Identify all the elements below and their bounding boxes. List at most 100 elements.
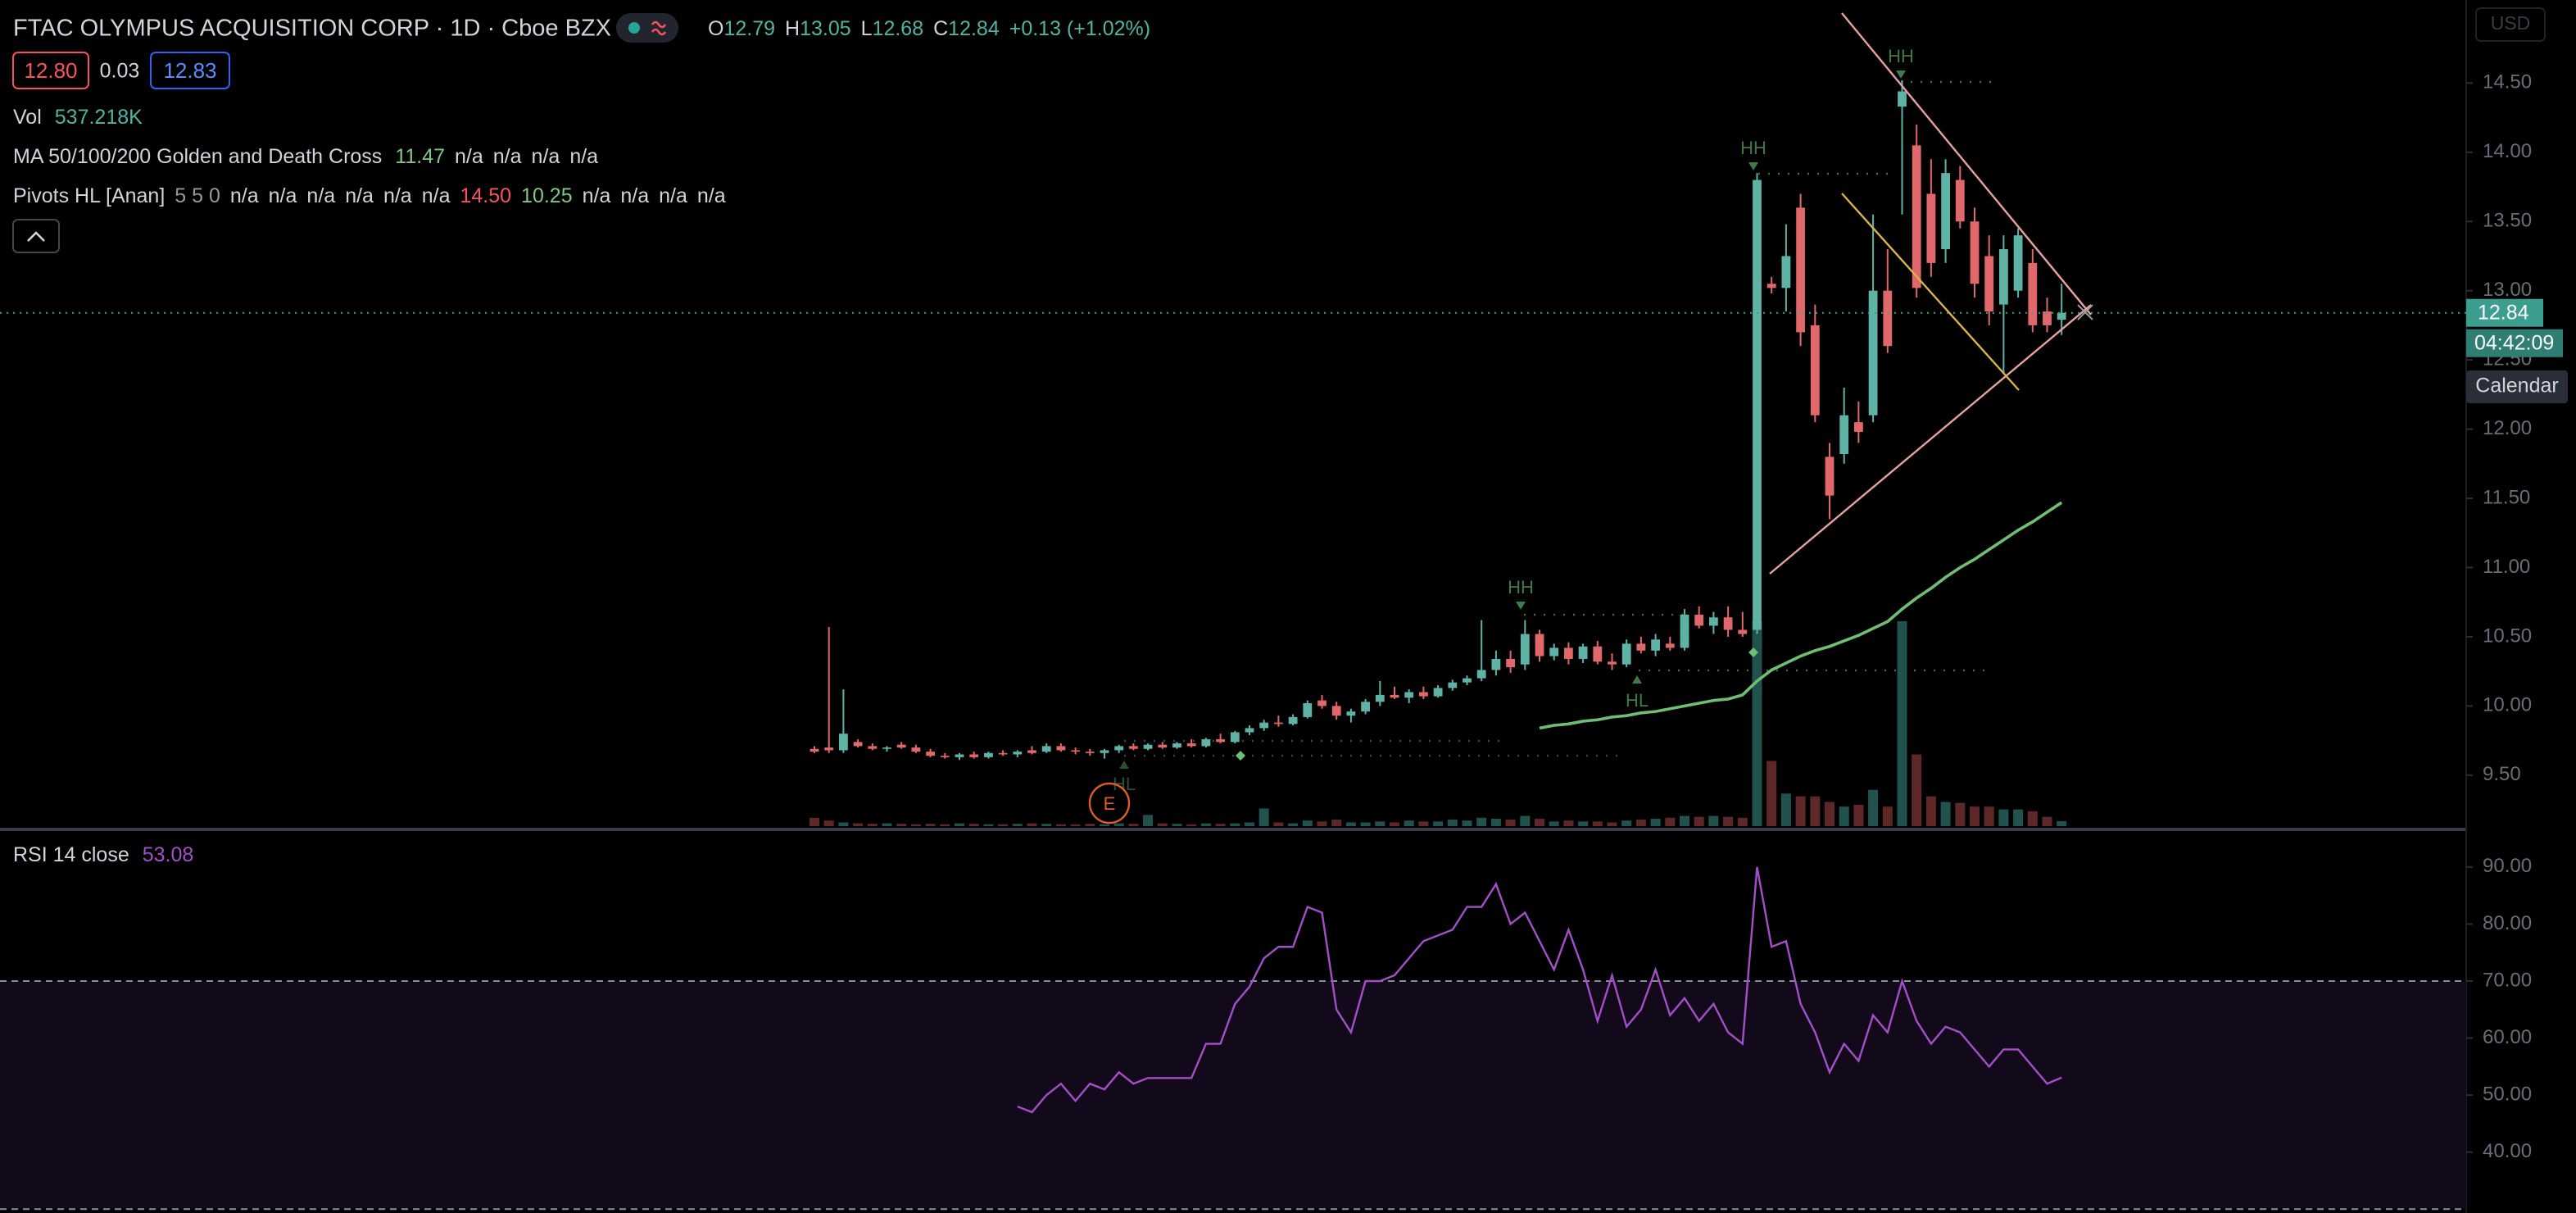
- legend-value: n/a: [620, 184, 649, 207]
- y-tick-label: 50.00: [2483, 1083, 2532, 1105]
- candle-body: [1753, 179, 1762, 630]
- volume-bar: [867, 824, 878, 826]
- candle-body: [1694, 614, 1704, 626]
- y-tick-label: 70.00: [2483, 969, 2532, 991]
- volume-bar: [1535, 818, 1544, 826]
- cross-marker: [1748, 647, 1758, 657]
- candle-body: [1796, 207, 1805, 333]
- calendar-button[interactable]: [2466, 370, 2568, 403]
- candle-body: [2028, 262, 2038, 325]
- volume-bar: [1128, 824, 1139, 826]
- collapse-icon: [27, 231, 45, 242]
- bid-box[interactable]: [12, 52, 89, 89]
- volume-bar: [1113, 823, 1124, 826]
- candle-body: [1564, 647, 1573, 659]
- y-tick-label: 13.00: [2483, 279, 2532, 301]
- volume-bar: [853, 823, 864, 826]
- volume-bar: [1621, 820, 1632, 826]
- volume-bar: [1245, 822, 1254, 826]
- trend-line: [1841, 12, 2092, 316]
- candle-body: [1390, 694, 1399, 698]
- volume-bar: [1766, 761, 1777, 826]
- ohlc-legend: O12.79 H13.05 L12.68 C12.84 +0.13 (+1.02%): [708, 17, 1150, 40]
- rsi-legend: RSI 14 close 53.08: [13, 843, 193, 866]
- volume-bar: [1708, 815, 1719, 826]
- candle-body: [1463, 678, 1472, 683]
- pivot-label: HL: [1626, 690, 1649, 711]
- volume-bar: [882, 823, 892, 826]
- y-tick-label: 9.50: [2483, 763, 2521, 785]
- candle-body: [969, 754, 979, 757]
- volume-bar: [1390, 822, 1399, 826]
- volume-bar: [1882, 806, 1893, 826]
- data-delay-icon: [651, 20, 667, 36]
- candle-body: [2043, 311, 2052, 325]
- legend-value: 537.218K: [55, 106, 143, 129]
- volume-bar: [1839, 806, 1849, 826]
- volume-bar: [1447, 820, 1458, 826]
- volume-bar: [1868, 789, 1879, 826]
- legend-value: n/a: [269, 184, 297, 207]
- legend-value: 14.50: [460, 184, 511, 207]
- pivot-marker: [1119, 761, 1129, 769]
- candle-body: [926, 752, 935, 756]
- candle-body: [1100, 750, 1109, 753]
- collapse-button[interactable]: [12, 219, 60, 253]
- candle-body: [1129, 746, 1138, 749]
- volume-bar: [1259, 808, 1269, 826]
- candle-body: [1999, 249, 2008, 305]
- volume-bar: [823, 820, 834, 826]
- volume-bar: [1680, 815, 1689, 826]
- candle-body: [1593, 646, 1603, 662]
- candle-body: [1854, 422, 1863, 432]
- candle-body: [1912, 145, 1921, 288]
- candle-body: [1898, 91, 1907, 107]
- candle-body: [1970, 221, 1980, 284]
- candle-body: [824, 747, 834, 751]
- candle-body: [1680, 614, 1689, 648]
- volume-bar: [1925, 796, 1936, 826]
- price-plot: [0, 80, 2466, 1114]
- volume-bar: [1100, 824, 1109, 826]
- volume-bar: [955, 823, 964, 826]
- volume-bar: [998, 824, 1009, 826]
- earnings-marker[interactable]: [1088, 782, 1131, 825]
- ma-legend: MA 50/100/200 Golden and Death Cross 11.4…: [13, 145, 598, 168]
- candle-body: [1027, 750, 1036, 753]
- volume-bar: [968, 824, 979, 826]
- candle-body: [1476, 670, 1486, 679]
- pivot-markers: [1119, 70, 1906, 769]
- status-pill[interactable]: [616, 13, 678, 43]
- legend-value: n/a: [697, 184, 726, 207]
- trend-line: [1841, 193, 2020, 391]
- volume-bar: [1418, 821, 1429, 826]
- volume-bar: [1476, 817, 1487, 826]
- volume-bar: [1505, 820, 1516, 826]
- legend-name: RSI 14 close: [13, 843, 129, 866]
- volume-bar: [1752, 621, 1762, 826]
- candle-body: [1883, 290, 1893, 347]
- volume-bar: [940, 824, 950, 826]
- legend-value: 10.25: [521, 184, 573, 207]
- price-change: +0.13 (+1.02%): [1009, 17, 1150, 40]
- candle-body: [1288, 716, 1298, 725]
- y-tick-label: 60.00: [2483, 1026, 2532, 1048]
- ask-box[interactable]: [150, 52, 230, 89]
- y-tick-label: 11.00: [2483, 556, 2530, 578]
- volume-bar: [810, 817, 819, 826]
- candle-body: [839, 734, 848, 751]
- volume-bar: [1055, 824, 1066, 826]
- currency-box[interactable]: [2475, 7, 2546, 42]
- volume-bar: [1273, 822, 1284, 826]
- candle-body: [882, 747, 891, 749]
- market-status-dot: [628, 22, 640, 34]
- candle-body: [1926, 193, 1936, 263]
- volume-bar: [1012, 824, 1023, 826]
- candle-body: [1535, 634, 1544, 656]
- candle-body: [998, 752, 1008, 755]
- candle-body: [1303, 702, 1313, 717]
- legend-name: Pivots HL [Anan]: [13, 184, 165, 207]
- candle-body: [1274, 722, 1283, 725]
- volume-bar: [1085, 824, 1095, 826]
